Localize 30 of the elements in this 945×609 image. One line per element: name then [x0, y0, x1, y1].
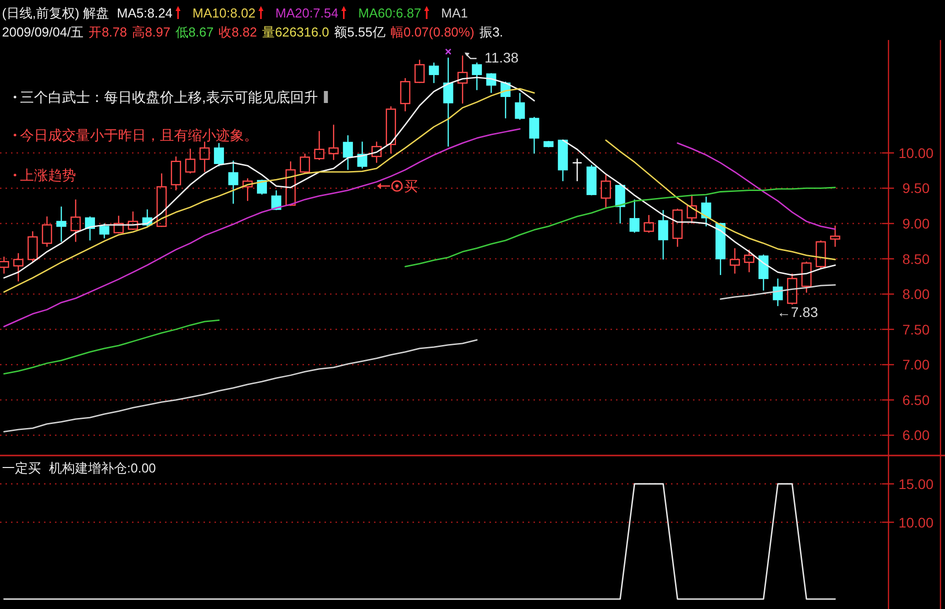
y-tick-label: 9.00: [902, 216, 930, 232]
y-tick-label: 8.50: [902, 250, 930, 267]
chart-title: 一定买: [2, 460, 41, 476]
y-tick-label: 8.00: [902, 286, 930, 302]
legend: 机构建增补仓:0.00: [49, 460, 156, 476]
annotation: 三个白武士：每日收盘价上移,表示可能见底回升: [20, 89, 318, 105]
text: 收8.82: [218, 24, 257, 40]
text: 幅0.07(0.80%): [390, 24, 474, 40]
y-tick-label: 6.00: [902, 427, 930, 444]
annotation: 11.38: [484, 50, 519, 66]
annotation: ←7.83: [776, 304, 818, 320]
annotation: 今日成交量小于昨日，且有缩小迹象。: [20, 127, 258, 143]
annotation: 上涨趋势: [20, 167, 76, 183]
text: 开8.78: [88, 24, 127, 40]
text: 高8.97: [132, 24, 170, 40]
legend: MA5:8.24 MA10:8.02 MA20:7.54 MA60:6.87 MA1: [116, 6, 468, 20]
text: 低8.67: [175, 24, 214, 40]
y-tick-label: 7.50: [902, 321, 930, 338]
y-tick-label: 7.00: [902, 356, 930, 373]
y-tick-label: 10.00: [898, 144, 934, 161]
text: 2009/09/04/五: [2, 24, 84, 40]
y-tick-label: 9.50: [902, 180, 930, 196]
text: 额5.55亿: [334, 24, 386, 40]
y-tick-label: 6.50: [902, 392, 930, 408]
y-tick-label: 15.00: [898, 476, 934, 492]
chart-title: (日线,前复权) 解盘: [2, 6, 109, 20]
text: 量626316.0: [262, 24, 330, 40]
y-tick-label: 10.00: [898, 514, 934, 530]
annotation: 买: [404, 178, 418, 194]
text: 振3.: [479, 24, 504, 40]
